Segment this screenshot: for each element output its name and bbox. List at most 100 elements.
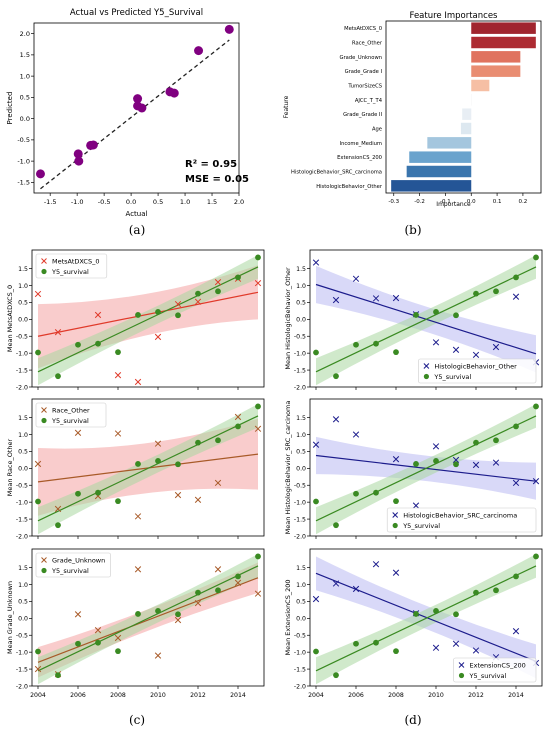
chart-d1-legend-feature-label: HistologicBehavior_Other bbox=[434, 363, 517, 371]
chart-d2-ytick-label: 1.0 bbox=[296, 432, 306, 439]
chart-c1: -2.0 -1.5 -1.0 -0.5 0.0 0.5 1.0 1.5 Mean MetsAtD… bbox=[6, 249, 265, 391]
chart-d3-feature-trend-line bbox=[315, 572, 537, 662]
chart-a-point bbox=[137, 103, 147, 113]
chart-d3-feature-point-stroke-b bbox=[472, 647, 480, 654]
chart-b-xtick-label: 0.0 bbox=[467, 199, 476, 205]
chart-d1-feature-point-stroke-b bbox=[492, 343, 500, 351]
chart-c2-feature-point-stroke-b bbox=[234, 413, 242, 421]
chart-d1-feature-point-stroke-b bbox=[392, 294, 400, 302]
chart-c2-feature-point-stroke-b bbox=[194, 496, 202, 503]
chart-c1-feature-point bbox=[34, 290, 42, 298]
chart-a-ytick-label: -1.0 bbox=[17, 157, 30, 165]
chart-d1-survival-point bbox=[533, 254, 539, 261]
chart-b-xtick-label: -0.1 bbox=[440, 199, 451, 205]
chart-d3-survival-point bbox=[473, 589, 479, 596]
chart-c2-ytick-label: -1.0 bbox=[16, 499, 28, 506]
chart-d1-legend-box bbox=[418, 358, 537, 384]
chart-d3-feature-point bbox=[352, 585, 360, 593]
chart-c3-feature-point-stroke-b bbox=[214, 566, 222, 573]
chart-c1-feature-point bbox=[254, 279, 262, 287]
chart-a-ylabel: Predicted bbox=[6, 92, 14, 125]
chart-d1-feature-point bbox=[472, 351, 480, 359]
chart-d2-legend-feature-label: HistologicBehavior_SRC_carcinoma bbox=[403, 512, 517, 520]
chart-c1-legend-feature-marker bbox=[41, 258, 47, 264]
chart-c3-legend-survival-marker bbox=[41, 567, 47, 574]
chart-b-bar bbox=[471, 65, 521, 77]
chart-d2-legend-feature-marker bbox=[392, 512, 399, 518]
chart-c3-survival-point bbox=[235, 573, 241, 580]
chart-c2-survival-point bbox=[235, 423, 241, 430]
chart-c3-legend-feature-label: Grade_Unknown bbox=[52, 557, 105, 565]
chart-c1-survival-trend-line bbox=[37, 266, 259, 373]
chart-layer: Actual vs Predicted Y5_Survival Actual Pre… bbox=[6, 8, 543, 699]
chart-d1-survival-point bbox=[453, 312, 459, 319]
chart-d3-ytick-label: 0.0 bbox=[296, 616, 306, 623]
chart-c2-ytick-label: -1.5 bbox=[16, 516, 28, 523]
chart-c1-ytick-label: 0.5 bbox=[18, 300, 28, 307]
chart-d3-survival-point bbox=[533, 553, 539, 560]
chart-d3-feature-point-stroke-b bbox=[452, 640, 460, 647]
chart-b-category-label: Race_Other bbox=[352, 41, 383, 47]
chart-d1-survival-point bbox=[513, 274, 519, 281]
chart-d1-ytick-label: -0.5 bbox=[294, 334, 306, 341]
chart-c2-ytick-label: 1.5 bbox=[18, 415, 28, 422]
chart-b-bar bbox=[462, 108, 472, 120]
chart-c2-survival-point bbox=[75, 490, 81, 497]
chart-c1-feature-point-stroke-b bbox=[214, 278, 222, 286]
chart-b-bar bbox=[471, 36, 536, 49]
chart-d1-survival-point bbox=[413, 312, 419, 318]
chart-c2-survival-ci-band bbox=[38, 404, 258, 535]
chart-d2-feature-point-stroke-b bbox=[472, 461, 480, 469]
chart-c3-survival-point bbox=[155, 608, 161, 614]
chart-a-frame bbox=[33, 22, 240, 194]
chart-c1-feature-trend-line bbox=[37, 291, 259, 337]
chart-c1-ytick-label: -1.0 bbox=[16, 350, 28, 357]
chart-d2-feature-point bbox=[432, 443, 440, 450]
chart-d2-survival-ci-band bbox=[316, 404, 536, 535]
chart-a-point bbox=[35, 169, 45, 179]
chart-d2-feature-point-stroke-b bbox=[412, 502, 420, 509]
chart-d3-feature-point-stroke-b bbox=[352, 585, 360, 593]
chart-c2-survival-point bbox=[175, 461, 181, 468]
chart-c1-feature-point-stroke-b bbox=[34, 290, 42, 298]
chart-c1-feature-point-stroke-b bbox=[194, 298, 202, 305]
chart-c3-xtick-label: 2004 bbox=[30, 692, 46, 699]
chart-d3-legend-feature-marker bbox=[458, 662, 465, 668]
chart-d2-ytick-label: -1.0 bbox=[294, 499, 306, 506]
chart-d2-feature-point-stroke-b bbox=[312, 441, 320, 448]
chart-c1-feature-point bbox=[114, 372, 122, 379]
chart-a-xtick-label: 0.0 bbox=[126, 198, 136, 206]
chart-d3-legend-feature-marker-stroke-b bbox=[458, 662, 465, 668]
chart-c2-survival-point bbox=[95, 489, 101, 496]
chart-d3-feature-point bbox=[312, 595, 320, 603]
chart-d3-ytick-label: 0.5 bbox=[296, 599, 306, 606]
chart-c2-feature-point bbox=[114, 430, 122, 437]
chart-c2-feature-point bbox=[54, 505, 62, 513]
chart-d1-survival-point bbox=[353, 341, 359, 348]
chart-c3-xtick-label: 2010 bbox=[150, 692, 166, 699]
panel-label-a: (a) bbox=[129, 223, 146, 237]
chart-d2-feature-point bbox=[332, 416, 340, 423]
chart-c2-feature-point-stroke-b bbox=[154, 440, 162, 447]
chart-c2-feature-point bbox=[34, 460, 42, 468]
chart-d2-survival-point bbox=[473, 439, 479, 446]
chart-d1-ytick-label: -1.0 bbox=[294, 350, 306, 357]
chart-c1-feature-point-stroke-b bbox=[114, 372, 122, 379]
chart-c1-survival-point bbox=[215, 288, 221, 295]
chart-c3-feature-point bbox=[254, 590, 262, 597]
chart-d1-ytick-label: -1.5 bbox=[294, 367, 306, 374]
chart-d1-ytick-label: 1.5 bbox=[296, 266, 306, 273]
chart-c3-ytick-label: -1.5 bbox=[16, 666, 28, 673]
chart-c1-legend-feature-label: MetsAtDXCS_0 bbox=[52, 258, 99, 266]
chart-c3-survival-point bbox=[175, 611, 181, 618]
chart-b-category-label: Grade_Grade II bbox=[343, 112, 382, 118]
chart-d3-xtick-label: 2004 bbox=[308, 692, 324, 699]
chart-d2-feature-point bbox=[392, 456, 400, 463]
chart-a-r2-annotation: R² = 0.95 bbox=[185, 159, 237, 170]
chart-b-category-label: HistologicBehavior_Other bbox=[316, 184, 383, 190]
chart-c3-ytick-label: -1.0 bbox=[16, 649, 28, 656]
chart-b: MetsAtDXCS_0 Race_Other Grade_Unknown Grade… bbox=[283, 11, 542, 208]
chart-c3-plot bbox=[34, 553, 262, 685]
chart-c1-ytick-label: 1.5 bbox=[18, 266, 28, 273]
chart-d3-frame bbox=[309, 548, 543, 687]
